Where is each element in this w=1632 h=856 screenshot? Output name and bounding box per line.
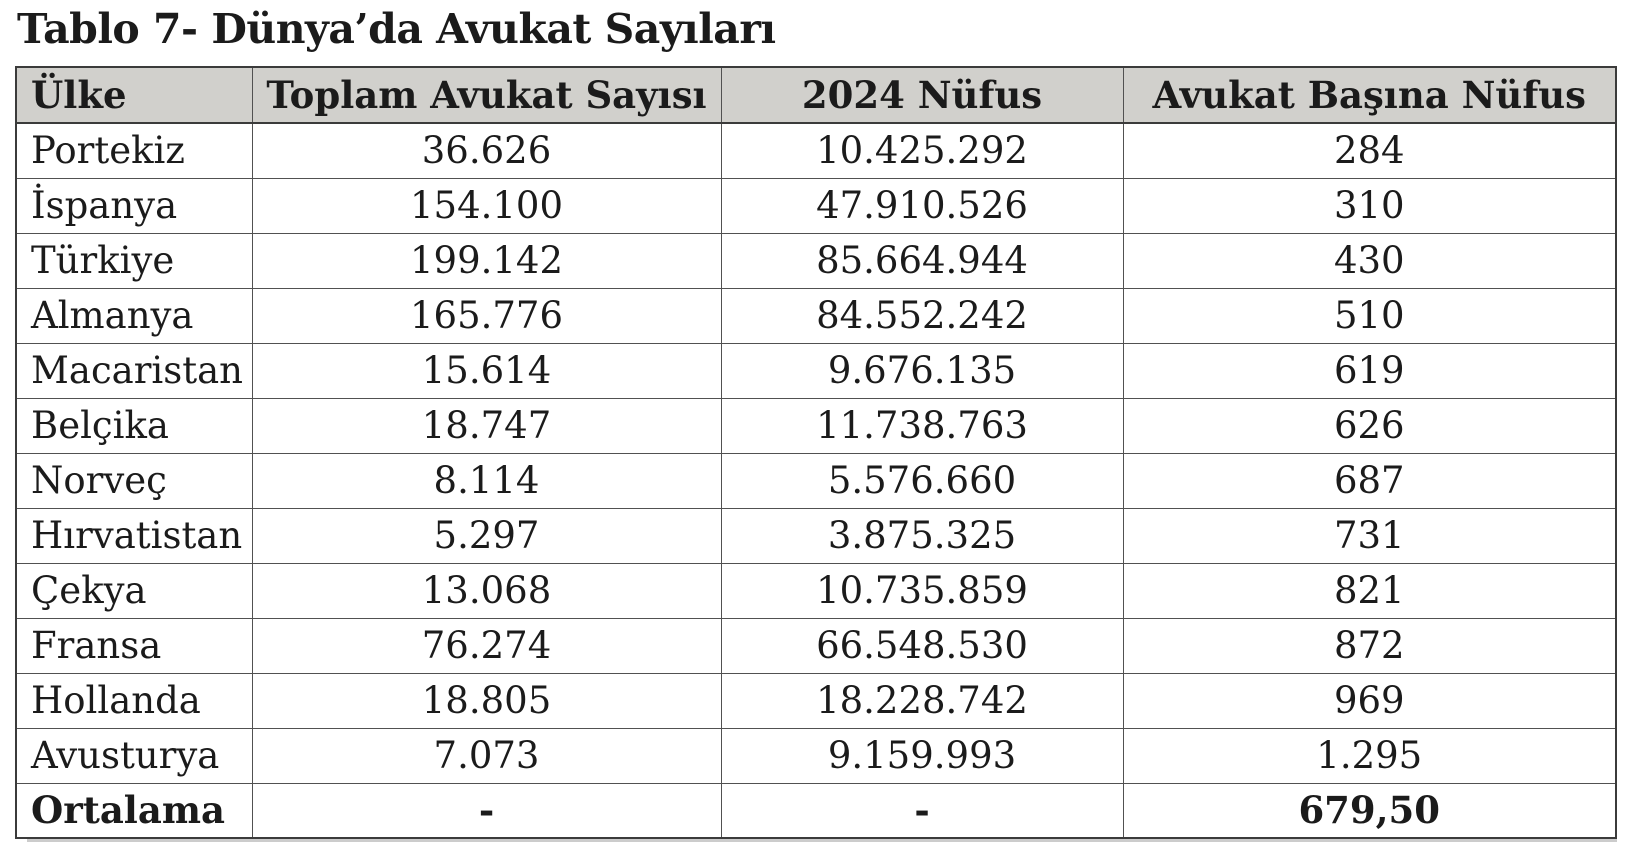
cell-total-lawyers: 13.068 (251, 562, 722, 619)
cell-population-per-lawyer: 969 (1122, 672, 1617, 729)
table-row: Avusturya 7.073 9.159.993 1.295 (15, 727, 1617, 784)
table-row: Hırvatistan 5.297 3.875.325 731 (15, 507, 1617, 564)
table-body: Portekiz 36.626 10.425.292 284 İspanya 154.10… (15, 122, 1617, 839)
table-row: Portekiz 36.626 10.425.292 284 (15, 122, 1617, 179)
table-row: Macaristan 15.614 9.676.135 619 (15, 342, 1617, 399)
cell-total-lawyers: 5.297 (251, 507, 722, 564)
cell-population-per-lawyer: 687 (1122, 452, 1617, 509)
cell-total-lawyers: 8.114 (251, 452, 722, 509)
table-row: Norveç 8.114 5.576.660 687 (15, 452, 1617, 509)
cell-total-lawyers: 7.073 (251, 727, 722, 784)
cell-country: Hollanda (15, 672, 253, 729)
cell-population-per-lawyer: 619 (1122, 342, 1617, 399)
lawyer-counts-table: Ülke Toplam Avukat Sayısı 2024 Nüfus Avu… (15, 66, 1617, 840)
cell-population-per-lawyer: 1.295 (1122, 727, 1617, 784)
cell-population: 9.159.993 (720, 727, 1124, 784)
cell-total-lawyers: 18.805 (251, 672, 722, 729)
cell-population: 11.738.763 (720, 397, 1124, 454)
cell-country: İspanya (15, 177, 253, 234)
cell-total-lawyers: 18.747 (251, 397, 722, 454)
cell-population-per-lawyer: 284 (1122, 122, 1617, 179)
cell-country: Hırvatistan (15, 507, 253, 564)
table-row: Türkiye 199.142 85.664.944 430 (15, 232, 1617, 289)
cell-population-per-lawyer: 821 (1122, 562, 1617, 619)
table-row: Hollanda 18.805 18.228.742 969 (15, 672, 1617, 729)
cell-population: 3.875.325 (720, 507, 1124, 564)
header-population-2024: 2024 Nüfus (720, 66, 1124, 125)
header-country: Ülke (15, 66, 253, 125)
table-row: Belçika 18.747 11.738.763 626 (15, 397, 1617, 454)
cell-country: Portekiz (15, 122, 253, 179)
cell-population-per-lawyer: 310 (1122, 177, 1617, 234)
cell-country: Belçika (15, 397, 253, 454)
cell-total-lawyers: 199.142 (251, 232, 722, 289)
table-row: Fransa 76.274 66.548.530 872 (15, 617, 1617, 674)
cell-population-per-lawyer: 872 (1122, 617, 1617, 674)
table-title: Tablo 7- Dünya’da Avukat Sayıları (17, 5, 776, 53)
cell-country: Macaristan (15, 342, 253, 399)
cell-population: 18.228.742 (720, 672, 1124, 729)
cell-population: 10.425.292 (720, 122, 1124, 179)
cell-country: Avusturya (15, 727, 253, 784)
cell-population-per-lawyer: 679,50 (1122, 782, 1617, 839)
cell-country: Ortalama (15, 782, 253, 839)
cell-population: 85.664.944 (720, 232, 1124, 289)
cell-population: 9.676.135 (720, 342, 1124, 399)
cell-total-lawyers: 165.776 (251, 287, 722, 344)
cell-total-lawyers: 154.100 (251, 177, 722, 234)
cell-country: Türkiye (15, 232, 253, 289)
table-row: Almanya 165.776 84.552.242 510 (15, 287, 1617, 344)
table-row: İspanya 154.100 47.910.526 310 (15, 177, 1617, 234)
cell-population: 66.548.530 (720, 617, 1124, 674)
cell-country: Fransa (15, 617, 253, 674)
cell-population: - (720, 782, 1124, 839)
cell-total-lawyers: 15.614 (251, 342, 722, 399)
cell-total-lawyers: 76.274 (251, 617, 722, 674)
cell-population: 10.735.859 (720, 562, 1124, 619)
cell-country: Çekya (15, 562, 253, 619)
cell-population-per-lawyer: 510 (1122, 287, 1617, 344)
table-row: Çekya 13.068 10.735.859 821 (15, 562, 1617, 619)
cell-population: 84.552.242 (720, 287, 1124, 344)
cell-population-per-lawyer: 731 (1122, 507, 1617, 564)
cell-population: 5.576.660 (720, 452, 1124, 509)
summary-row: Ortalama - -679,50 (15, 782, 1617, 839)
cell-total-lawyers: 36.626 (251, 122, 722, 179)
cell-country: Norveç (15, 452, 253, 509)
cell-total-lawyers: - (251, 782, 722, 839)
header-population-per-lawyer: Avukat Başına Nüfus (1122, 66, 1617, 125)
cell-population: 47.910.526 (720, 177, 1124, 234)
cell-population-per-lawyer: 430 (1122, 232, 1617, 289)
cell-population-per-lawyer: 626 (1122, 397, 1617, 454)
header-total-lawyers: Toplam Avukat Sayısı (251, 66, 722, 125)
table-header: Ülke Toplam Avukat Sayısı 2024 Nüfus Avu… (15, 66, 1617, 125)
header-row: Ülke Toplam Avukat Sayısı 2024 Nüfus Avu… (15, 66, 1617, 125)
cell-country: Almanya (15, 287, 253, 344)
